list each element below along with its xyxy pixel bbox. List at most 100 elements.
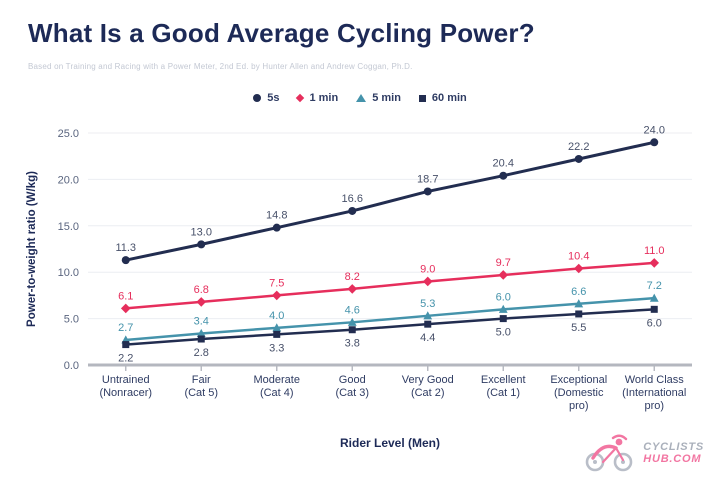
series-line-60-min — [125, 308, 655, 346]
y-tick-label: 25.0 — [58, 128, 79, 140]
x-category-label: World Class (International pro) — [622, 374, 686, 412]
data-label-5-min: 4.6 — [345, 304, 360, 316]
data-point-1-min — [573, 263, 584, 274]
series-line-5-min — [125, 296, 655, 342]
legend-item-60-min[interactable]: 60 min — [418, 92, 467, 104]
data-point-5-min — [423, 311, 433, 320]
series-line-1-min — [125, 261, 655, 310]
data-point-60-min — [122, 341, 130, 349]
x-category-label: Excellent (Cat 1) — [481, 374, 526, 399]
data-point-60-min — [197, 335, 205, 343]
data-label-1-min: 6.1 — [118, 290, 133, 302]
data-label-5-min: 3.4 — [194, 315, 209, 327]
data-label-60-min: 2.8 — [194, 347, 209, 359]
data-point-5s — [348, 206, 357, 215]
data-label-5-min: 6.0 — [496, 291, 511, 303]
data-point-5-min — [196, 328, 206, 338]
logo-line1: CYCLISTS — [643, 441, 704, 453]
data-point-5s — [423, 187, 432, 196]
chart-source-note: Based on Training and Racing with a Powe… — [28, 62, 413, 71]
data-label-5-min: 6.6 — [571, 286, 586, 298]
data-point-5-min — [498, 304, 508, 313]
x-category-label: Very Good (Cat 2) — [402, 374, 454, 399]
data-point-1-min — [271, 290, 282, 301]
data-label-1-min: 11.0 — [644, 245, 665, 257]
data-point-5s — [499, 171, 508, 180]
x-category-label: Untrained (Nonracer) — [99, 374, 152, 399]
data-label-60-min: 2.2 — [118, 353, 133, 365]
data-point-1-min — [347, 284, 358, 294]
data-label-1-min: 9.7 — [496, 257, 511, 269]
data-label-5s: 24.0 — [644, 124, 665, 136]
data-label-5s: 20.4 — [493, 158, 514, 170]
data-label-5s: 13.0 — [191, 226, 212, 238]
legend-item-5-min[interactable]: 5 min — [356, 92, 401, 104]
logo-line2: HUB.COM — [643, 453, 702, 465]
circle-marker-icon — [253, 94, 262, 102]
legend-label: 5s — [267, 92, 280, 104]
data-point-5-min — [272, 323, 282, 332]
data-point-60-min — [575, 310, 583, 318]
legend-label: 1 min — [309, 92, 339, 104]
square-marker-icon — [418, 94, 426, 102]
data-label-5-min: 7.2 — [647, 280, 662, 292]
y-tick-label: 20.0 — [58, 174, 79, 186]
data-point-5s — [197, 240, 206, 249]
data-label-5s: 18.7 — [417, 173, 438, 185]
data-point-5-min — [347, 317, 357, 326]
triangle-marker-icon — [356, 94, 367, 102]
data-point-5s — [574, 154, 583, 163]
data-point-60-min — [499, 315, 507, 323]
data-point-5-min — [574, 299, 584, 308]
data-point-5s — [650, 138, 659, 147]
data-label-5-min: 2.7 — [118, 322, 133, 334]
legend-label: 5 min — [372, 92, 401, 104]
data-point-1-min — [498, 270, 509, 280]
data-label-1-min: 8.2 — [345, 271, 360, 283]
x-category-label: Moderate (Cat 4) — [254, 374, 300, 399]
data-label-5s: 14.8 — [266, 210, 287, 222]
cyclist-bicycle-icon — [585, 434, 633, 472]
data-label-5s: 16.6 — [342, 193, 363, 205]
data-label-60-min: 5.0 — [496, 327, 511, 339]
data-point-1-min — [196, 297, 207, 307]
data-point-1-min — [649, 258, 660, 268]
data-label-1-min: 10.4 — [568, 250, 589, 262]
data-label-60-min: 3.8 — [345, 338, 360, 350]
legend-item-5s[interactable]: 5s — [253, 92, 279, 104]
chart-legend: 5s 1 min 5 min 60 min — [0, 92, 720, 104]
data-point-5s — [121, 256, 130, 265]
data-point-60-min — [348, 326, 356, 334]
legend-label: 60 min — [431, 92, 467, 104]
logo-wordmark: CYCLISTS HUB.COM — [643, 441, 704, 465]
series-line-5s — [125, 140, 655, 262]
x-axis-title: Rider Level (Men) — [339, 436, 441, 450]
data-point-60-min — [273, 330, 281, 338]
data-point-5-min — [649, 293, 659, 302]
data-label-1-min: 6.8 — [194, 284, 209, 296]
data-point-60-min — [424, 320, 432, 328]
data-point-1-min — [422, 276, 433, 287]
y-tick-label: 0.0 — [64, 360, 79, 372]
y-tick-label: 15.0 — [58, 221, 79, 233]
data-label-1-min: 7.5 — [269, 277, 284, 289]
x-category-label: Good (Cat 3) — [335, 374, 369, 399]
data-label-5-min: 5.3 — [420, 298, 435, 310]
data-label-60-min: 3.3 — [269, 342, 284, 354]
y-axis-title: Power-to-weight ratio (W/kg) — [26, 171, 38, 327]
data-point-5s — [272, 223, 281, 232]
data-label-60-min: 5.5 — [571, 322, 586, 334]
legend-item-1-min[interactable]: 1 min — [296, 92, 339, 104]
data-label-5s: 11.3 — [115, 242, 136, 254]
data-label-5-min: 4.0 — [269, 310, 284, 322]
data-label-60-min: 4.4 — [420, 332, 435, 344]
data-point-60-min — [650, 305, 658, 313]
y-tick-label: 5.0 — [64, 314, 79, 326]
x-category-label: Exceptional (Domestic pro) — [550, 374, 607, 412]
page-title: What Is a Good Average Cycling Power? — [28, 18, 535, 48]
data-label-60-min: 6.0 — [647, 317, 662, 329]
cyclistshub-logo[interactable]: CYCLISTS HUB.COM — [583, 434, 704, 472]
data-point-1-min — [120, 303, 131, 314]
x-category-label: Fair (Cat 5) — [184, 374, 218, 399]
